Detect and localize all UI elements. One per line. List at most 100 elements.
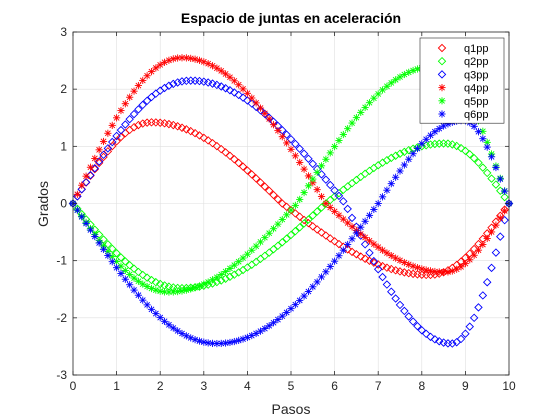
point-q4pp xyxy=(279,133,286,140)
x-axis-label: Pasos xyxy=(272,401,311,417)
point-q4pp xyxy=(261,110,268,117)
point-q5pp xyxy=(130,274,137,281)
point-q6pp xyxy=(401,161,408,168)
point-q6pp xyxy=(122,276,129,283)
point-q6pp xyxy=(370,206,377,213)
point-q5pp xyxy=(305,182,312,189)
point-q5pp xyxy=(296,196,303,203)
point-q4pp xyxy=(300,166,307,173)
point-q4pp xyxy=(475,247,482,254)
point-q4pp xyxy=(370,240,377,247)
point-q6pp xyxy=(113,264,120,271)
point-q4pp xyxy=(488,228,495,235)
point-q6pp xyxy=(348,235,355,242)
point-q6pp xyxy=(344,241,351,248)
point-q4pp xyxy=(117,107,124,114)
point-q6pp xyxy=(366,212,373,219)
point-q5pp xyxy=(348,119,355,126)
point-q5pp xyxy=(327,149,334,156)
point-q6pp xyxy=(100,246,107,253)
point-q6pp xyxy=(357,224,364,231)
point-q4pp xyxy=(484,235,491,242)
point-q4pp xyxy=(253,99,260,106)
point-q4pp xyxy=(126,94,133,101)
point-q4pp xyxy=(109,122,116,129)
point-q5pp xyxy=(309,175,316,182)
point-q4pp xyxy=(287,146,294,153)
point-q4pp xyxy=(270,121,277,128)
point-q6pp xyxy=(82,220,89,227)
point-q6pp xyxy=(117,270,124,277)
point-q4pp xyxy=(471,252,478,259)
point-q4pp xyxy=(87,164,94,171)
point-q4pp xyxy=(257,104,264,111)
x-tick-label: 7 xyxy=(375,379,382,393)
point-q6pp xyxy=(96,239,103,246)
point-q5pp xyxy=(379,86,386,93)
point-q6pp xyxy=(409,150,416,157)
legend-box xyxy=(420,38,504,123)
y-tick-label: 2 xyxy=(60,82,67,96)
point-q4pp xyxy=(479,241,486,248)
point-q4pp xyxy=(130,88,137,95)
legend-marker-q5pp xyxy=(438,97,445,104)
chart-title: Espacio de juntas en aceleración xyxy=(181,10,401,26)
point-q4pp xyxy=(226,74,233,81)
x-tick-label: 1 xyxy=(113,379,120,393)
legend-marker-q6pp xyxy=(438,110,445,117)
point-q6pp xyxy=(318,273,325,280)
x-tick-label: 5 xyxy=(288,379,295,393)
point-q6pp xyxy=(91,233,98,240)
point-q6pp xyxy=(322,268,329,275)
point-q4pp xyxy=(274,127,281,134)
x-tick-label: 6 xyxy=(331,379,338,393)
point-q6pp xyxy=(274,316,281,323)
point-q4pp xyxy=(492,222,499,229)
point-q5pp xyxy=(300,189,307,196)
x-tick-label: 2 xyxy=(157,379,164,393)
point-q4pp xyxy=(74,191,81,198)
legend-label-q3pp: q3pp xyxy=(464,69,488,81)
point-q5pp xyxy=(322,156,329,163)
point-q4pp xyxy=(152,64,159,71)
point-q4pp xyxy=(91,155,98,162)
point-q4pp xyxy=(457,263,464,270)
point-q6pp xyxy=(488,153,495,160)
x-tick-label: 3 xyxy=(200,379,207,393)
point-q4pp xyxy=(82,173,89,180)
point-q6pp xyxy=(396,167,403,174)
point-q6pp xyxy=(362,218,369,225)
point-q6pp xyxy=(331,258,338,265)
point-q4pp xyxy=(148,68,155,75)
point-q4pp xyxy=(348,223,355,230)
point-q5pp xyxy=(292,202,299,209)
point-q4pp xyxy=(78,182,85,189)
point-q4pp xyxy=(135,82,142,89)
point-q5pp xyxy=(388,79,395,86)
point-q4pp xyxy=(362,234,369,241)
x-tick-label: 9 xyxy=(462,379,469,393)
point-q6pp xyxy=(266,322,273,329)
point-q4pp xyxy=(314,186,321,193)
point-q5pp xyxy=(383,83,390,90)
point-q6pp xyxy=(78,213,85,220)
y-tick-label: 0 xyxy=(60,197,67,211)
point-q6pp xyxy=(479,135,486,142)
point-q6pp xyxy=(270,319,277,326)
point-q4pp xyxy=(100,138,107,145)
point-q6pp xyxy=(388,180,395,187)
point-q5pp xyxy=(314,169,321,176)
point-q6pp xyxy=(353,229,360,236)
point-q6pp xyxy=(165,321,172,328)
point-q6pp xyxy=(161,318,168,325)
point-q5pp xyxy=(226,265,233,272)
y-tick-label: 1 xyxy=(60,139,67,153)
point-q6pp xyxy=(383,187,390,194)
point-q6pp xyxy=(492,164,499,171)
point-q5pp xyxy=(235,258,242,265)
point-q6pp xyxy=(335,252,342,259)
point-q4pp xyxy=(104,130,111,137)
x-tick-label: 0 xyxy=(70,379,77,393)
